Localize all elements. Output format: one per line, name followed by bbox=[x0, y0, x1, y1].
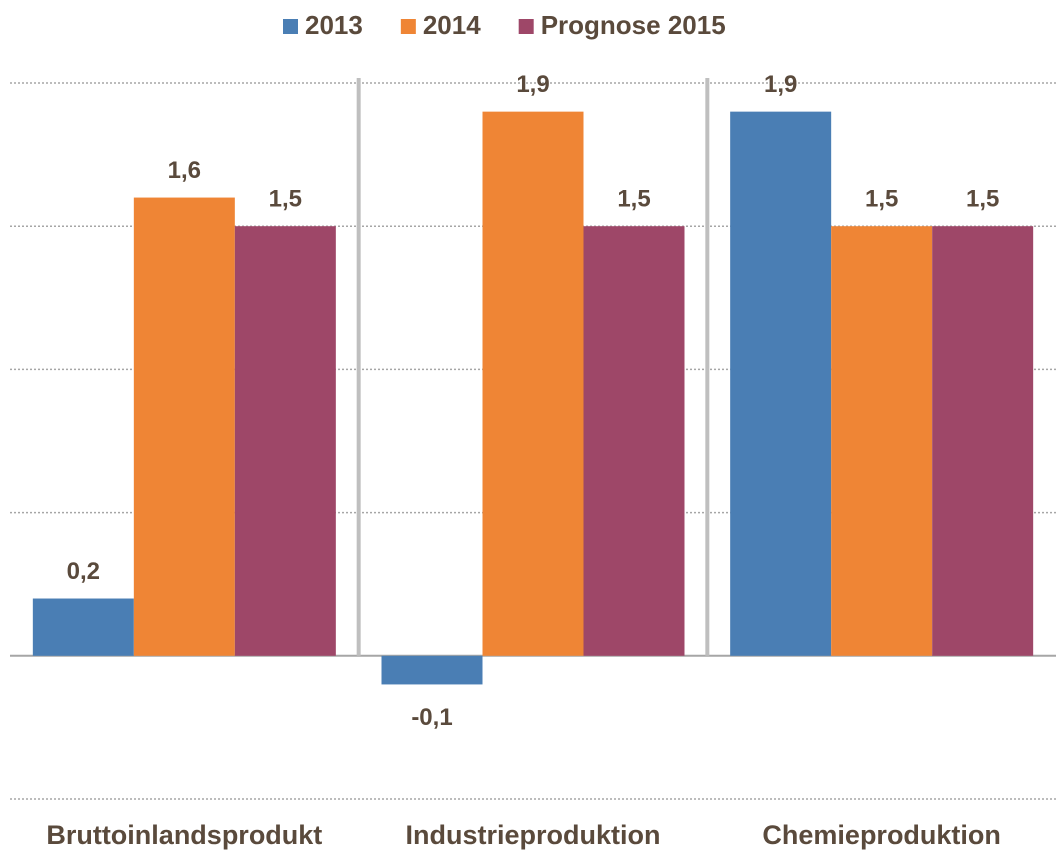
legend-label: Prognose 2015 bbox=[541, 10, 726, 40]
data-label: 0,2 bbox=[67, 558, 100, 585]
bar bbox=[482, 111, 584, 656]
bar bbox=[32, 598, 134, 656]
bar bbox=[583, 226, 685, 656]
data-label: 1,5 bbox=[865, 186, 898, 213]
x-tick-label: Industrieproduktion bbox=[406, 820, 661, 850]
bar bbox=[381, 655, 483, 685]
legend-swatch bbox=[400, 19, 416, 34]
x-tick-label: Chemieproduktion bbox=[762, 820, 1001, 850]
legend-label: 2014 bbox=[423, 10, 481, 40]
legend-label: 2013 bbox=[305, 10, 363, 40]
bar bbox=[234, 226, 336, 656]
legend-swatch bbox=[283, 19, 298, 34]
legend-swatch bbox=[518, 19, 534, 34]
data-label: -0,1 bbox=[411, 704, 452, 731]
data-label: 1,5 bbox=[617, 186, 650, 213]
x-tick-label: Bruttoinlandsprodukt bbox=[46, 820, 322, 850]
data-label: 1,6 bbox=[168, 157, 201, 184]
bar bbox=[133, 197, 235, 656]
data-label: 1,9 bbox=[516, 71, 549, 98]
data-label: 1,9 bbox=[764, 71, 797, 98]
bar bbox=[932, 226, 1034, 656]
bar bbox=[730, 111, 832, 656]
data-label: 1,5 bbox=[269, 186, 302, 213]
legend: 2013 2014 Prognose 2015 bbox=[283, 10, 726, 40]
bar bbox=[831, 226, 933, 656]
data-label: 1,5 bbox=[966, 186, 999, 213]
